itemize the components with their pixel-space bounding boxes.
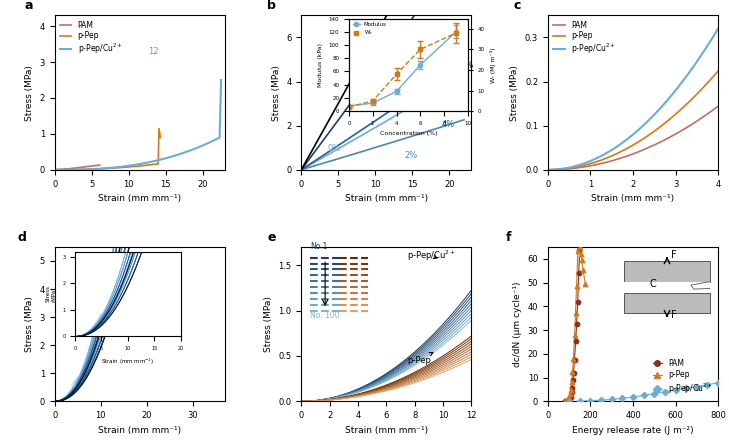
Text: p-Pep: p-Pep [407, 352, 433, 365]
Y-axis label: Stress (MPa): Stress (MPa) [25, 296, 34, 352]
Point [564, 396, 575, 403]
Point [562, 396, 574, 403]
Point [564, 394, 576, 401]
Point [561, 397, 573, 404]
Point [570, 338, 582, 345]
Point [627, 393, 639, 400]
Point [560, 397, 572, 404]
Point [596, 396, 607, 404]
Point [570, 310, 582, 317]
Point [649, 390, 660, 397]
Y-axis label: Stress (MPa): Stress (MPa) [272, 65, 281, 120]
X-axis label: Strain (mm mm⁻¹): Strain (mm mm⁻¹) [345, 194, 428, 203]
Point [566, 379, 577, 386]
Text: e: e [268, 231, 276, 244]
Point [577, 266, 589, 273]
X-axis label: Strain (mm mm⁻¹): Strain (mm mm⁻¹) [591, 194, 674, 203]
Point [565, 393, 577, 400]
Point [571, 321, 582, 328]
Text: 0%: 0% [327, 144, 340, 153]
Y-axis label: Stress (MPa): Stress (MPa) [264, 296, 273, 352]
Point [562, 396, 574, 404]
Legend: PAM, p-Pep, p-Pep/Cu$^{2+}$: PAM, p-Pep, p-Pep/Cu$^{2+}$ [552, 19, 617, 58]
X-axis label: Strain (mm mm⁻¹): Strain (mm mm⁻¹) [98, 194, 182, 203]
Point [571, 282, 582, 289]
Point [573, 269, 585, 276]
Text: No. 100: No. 100 [310, 311, 339, 320]
Legend: PAM, p-Pep, p-Pep/Cu$^{2+}$: PAM, p-Pep, p-Pep/Cu$^{2+}$ [651, 358, 714, 397]
Point [566, 369, 578, 376]
Point [564, 398, 575, 405]
Point [565, 386, 577, 393]
Point [701, 381, 713, 388]
Text: b: b [268, 0, 276, 12]
Text: d: d [17, 231, 26, 244]
Point [569, 356, 580, 363]
Point [712, 379, 724, 386]
Point [568, 355, 580, 363]
Point [559, 397, 571, 404]
Point [574, 247, 585, 254]
Point [561, 397, 573, 404]
Text: a: a [24, 0, 33, 12]
Point [585, 397, 596, 404]
Y-axis label: Stress (MPa): Stress (MPa) [25, 65, 34, 120]
Point [606, 396, 617, 403]
Y-axis label: Wᵣ (MJ m⁻³): Wᵣ (MJ m⁻³) [491, 47, 496, 82]
Text: 4%: 4% [442, 120, 455, 129]
Text: c: c [514, 0, 521, 12]
Point [580, 281, 591, 288]
Point [691, 383, 703, 390]
X-axis label: Strain (mm mm⁻¹): Strain (mm mm⁻¹) [345, 426, 428, 434]
Point [670, 387, 682, 394]
Text: 2%: 2% [405, 151, 418, 161]
X-axis label: Strain (mm mm⁻¹): Strain (mm mm⁻¹) [98, 426, 182, 434]
Point [575, 251, 587, 258]
Point [576, 257, 588, 264]
Point [680, 385, 692, 392]
Point [567, 377, 579, 384]
Text: 9%: 9% [460, 61, 474, 71]
Text: 8: 8 [103, 320, 109, 329]
Point [638, 392, 650, 399]
Point [572, 248, 583, 255]
Y-axis label: Stress (MPa): Stress (MPa) [510, 65, 520, 120]
Point [566, 384, 578, 391]
Legend: PAM, p-Pep, p-Pep/Cu$^{2+}$: PAM, p-Pep, p-Pep/Cu$^{2+}$ [58, 19, 124, 58]
Point [564, 391, 576, 398]
Point [574, 398, 585, 405]
Point [617, 395, 628, 402]
Text: 4: 4 [71, 380, 76, 389]
Text: f: f [505, 231, 511, 244]
Point [572, 299, 583, 306]
Point [566, 388, 577, 395]
X-axis label: Energy release rate (J m⁻²): Energy release rate (J m⁻²) [572, 426, 694, 434]
Text: p-Pep/Cu$^{2+}$: p-Pep/Cu$^{2+}$ [407, 249, 456, 263]
Point [659, 389, 671, 396]
Point [559, 397, 571, 404]
Point [568, 369, 580, 376]
Text: 6%: 6% [456, 75, 470, 84]
Point [569, 332, 580, 339]
Y-axis label: dc/dN (μm cycle⁻¹): dc/dN (μm cycle⁻¹) [513, 281, 522, 367]
Text: 12: 12 [148, 47, 158, 56]
Point [574, 243, 585, 250]
Text: No.1: No.1 [310, 242, 327, 250]
Point [564, 394, 575, 401]
